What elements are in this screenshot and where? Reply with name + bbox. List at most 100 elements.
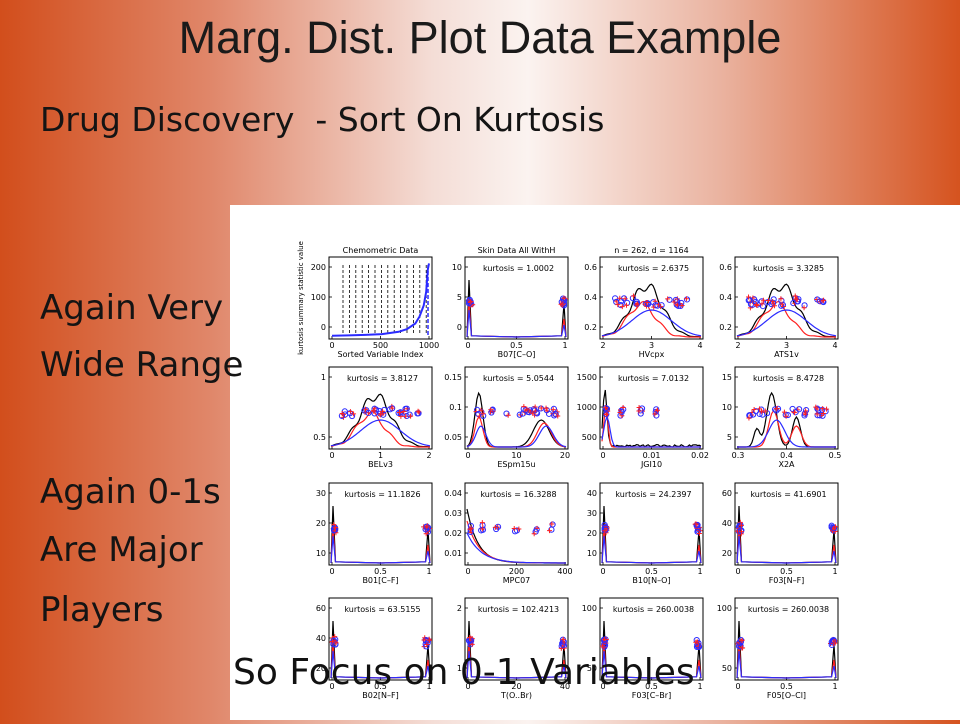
x-tick-label: 1	[697, 567, 702, 576]
x-tick-label: 0	[600, 451, 605, 460]
data-point-o	[479, 526, 487, 533]
y-tick-label: 20	[587, 529, 597, 538]
data-point-o	[465, 297, 473, 304]
y-tick-label: 0.6	[719, 263, 732, 272]
data-point-plus	[538, 405, 544, 411]
data-point-plus	[602, 528, 608, 534]
slide-title: Marg. Dist. Plot Data Example	[178, 12, 782, 63]
data-point-o	[653, 412, 660, 419]
subplot-frame	[599, 597, 704, 681]
x-tick-label: 40	[560, 682, 570, 691]
data-point-plus	[814, 411, 820, 417]
y-tick-label: 60	[316, 604, 326, 613]
data-point-plus	[636, 408, 642, 414]
data-point-plus	[778, 296, 784, 302]
data-point-plus	[792, 293, 798, 299]
data-point-plus	[332, 525, 338, 531]
subplot-1: Chemometric Data 0 500 1000 0 100 200 Sorted Va…	[297, 241, 439, 359]
kurtosis-annotation: kurtosis = 63.5155	[344, 605, 420, 614]
data-point-plus	[739, 638, 745, 644]
data-point-plus	[480, 411, 486, 417]
density-curve	[466, 309, 567, 338]
y-tick-label: 1	[457, 664, 462, 673]
subplot-6: 0 10 20 0.05 0.1 0.15 ESpm15u kurtosis = 5.0544	[444, 366, 570, 469]
y-tick-label: 15	[722, 373, 732, 382]
data-point-o	[602, 524, 609, 531]
data-point-plus	[671, 299, 677, 305]
kurtosis-annotation: kurtosis = 3.8127	[347, 374, 418, 383]
y-tick-label: 0.4	[584, 293, 597, 302]
subplot-frame	[328, 256, 433, 340]
data-point-plus	[363, 406, 369, 412]
data-point-plus	[793, 296, 799, 302]
data-point-plus	[599, 643, 605, 649]
data-point-plus	[813, 404, 819, 410]
data-point-o	[737, 642, 744, 649]
data-point-plus	[679, 303, 685, 309]
data-point-o	[548, 526, 555, 533]
data-point-o	[559, 641, 566, 648]
density-curve	[466, 650, 567, 679]
x-tick-label: 0.5	[645, 567, 658, 576]
data-point-plus	[654, 407, 660, 413]
subplot-3: n = 262, d = 1164 2 3 4 0.2 0.4 0.6 HVcpx kurtos…	[584, 246, 704, 359]
y-tick-label: 2	[457, 604, 462, 613]
data-point-plus	[832, 640, 838, 646]
x-axis-label: HVcpx	[639, 350, 665, 359]
data-point-o	[796, 406, 803, 413]
data-point-plus	[781, 409, 787, 415]
data-point-o	[654, 302, 661, 309]
data-point-plus	[467, 634, 473, 640]
data-point-plus	[603, 411, 609, 417]
data-point-o	[493, 525, 500, 533]
data-point-plus	[665, 296, 671, 302]
kurtosis-annotation: kurtosis = 11.1826	[344, 490, 420, 499]
data-point-o	[819, 298, 826, 305]
density-curve	[466, 425, 567, 448]
data-point-plus	[772, 303, 778, 309]
x-axis-label: ATS1v	[774, 350, 799, 359]
y-tick-label: 0.05	[444, 433, 462, 442]
y-tick-label: 50	[722, 664, 732, 673]
data-point-plus	[468, 299, 474, 305]
x-tick-label: 0.5	[829, 451, 842, 460]
data-point-plus	[779, 301, 785, 307]
x-tick-label: 500	[373, 341, 388, 350]
data-point-plus	[634, 301, 640, 307]
density-curve	[736, 309, 837, 337]
data-point-plus	[380, 408, 386, 414]
data-point-plus	[739, 529, 745, 535]
figure-panel: Chemometric Data 0 500 1000 0 100 200 Sorted Va…	[230, 205, 960, 720]
data-point-plus	[530, 410, 536, 416]
data-point-o	[406, 411, 413, 418]
x-tick-label: 0	[465, 451, 470, 460]
y-tick-label: 0.5	[313, 433, 326, 442]
x-axis-label: F03[N–F]	[769, 576, 805, 585]
data-point-o	[694, 521, 701, 529]
y-tick-label: 0.04	[444, 489, 462, 498]
data-point-plus	[634, 302, 640, 308]
data-point-plus	[347, 409, 353, 415]
density-curve	[736, 535, 837, 564]
data-point-plus	[524, 406, 530, 412]
density-curve	[330, 393, 431, 448]
x-tick-label: 1	[426, 567, 431, 576]
data-point-o	[552, 411, 559, 418]
kurtosis-curve	[331, 263, 430, 337]
subplot-13: 0 0.5 1 20 40 60 B02[N–F] kurtosis = 63.5155	[316, 597, 433, 700]
density-curve	[330, 419, 431, 447]
y-tick-label: 5	[727, 433, 732, 442]
y-tick-label: 0.6	[584, 263, 597, 272]
data-point-plus	[820, 410, 826, 416]
data-point-plus	[561, 295, 567, 301]
data-point-plus	[693, 521, 699, 527]
subplot-frame	[328, 366, 433, 450]
data-point-plus	[371, 408, 377, 414]
data-point-plus	[694, 525, 700, 531]
subplot-frame	[734, 482, 839, 566]
density-curve	[601, 283, 702, 338]
x-tick-label: 0	[465, 682, 470, 691]
data-point-plus	[773, 406, 779, 412]
y-axis-label: kurtosis summary statistic value	[297, 241, 305, 355]
